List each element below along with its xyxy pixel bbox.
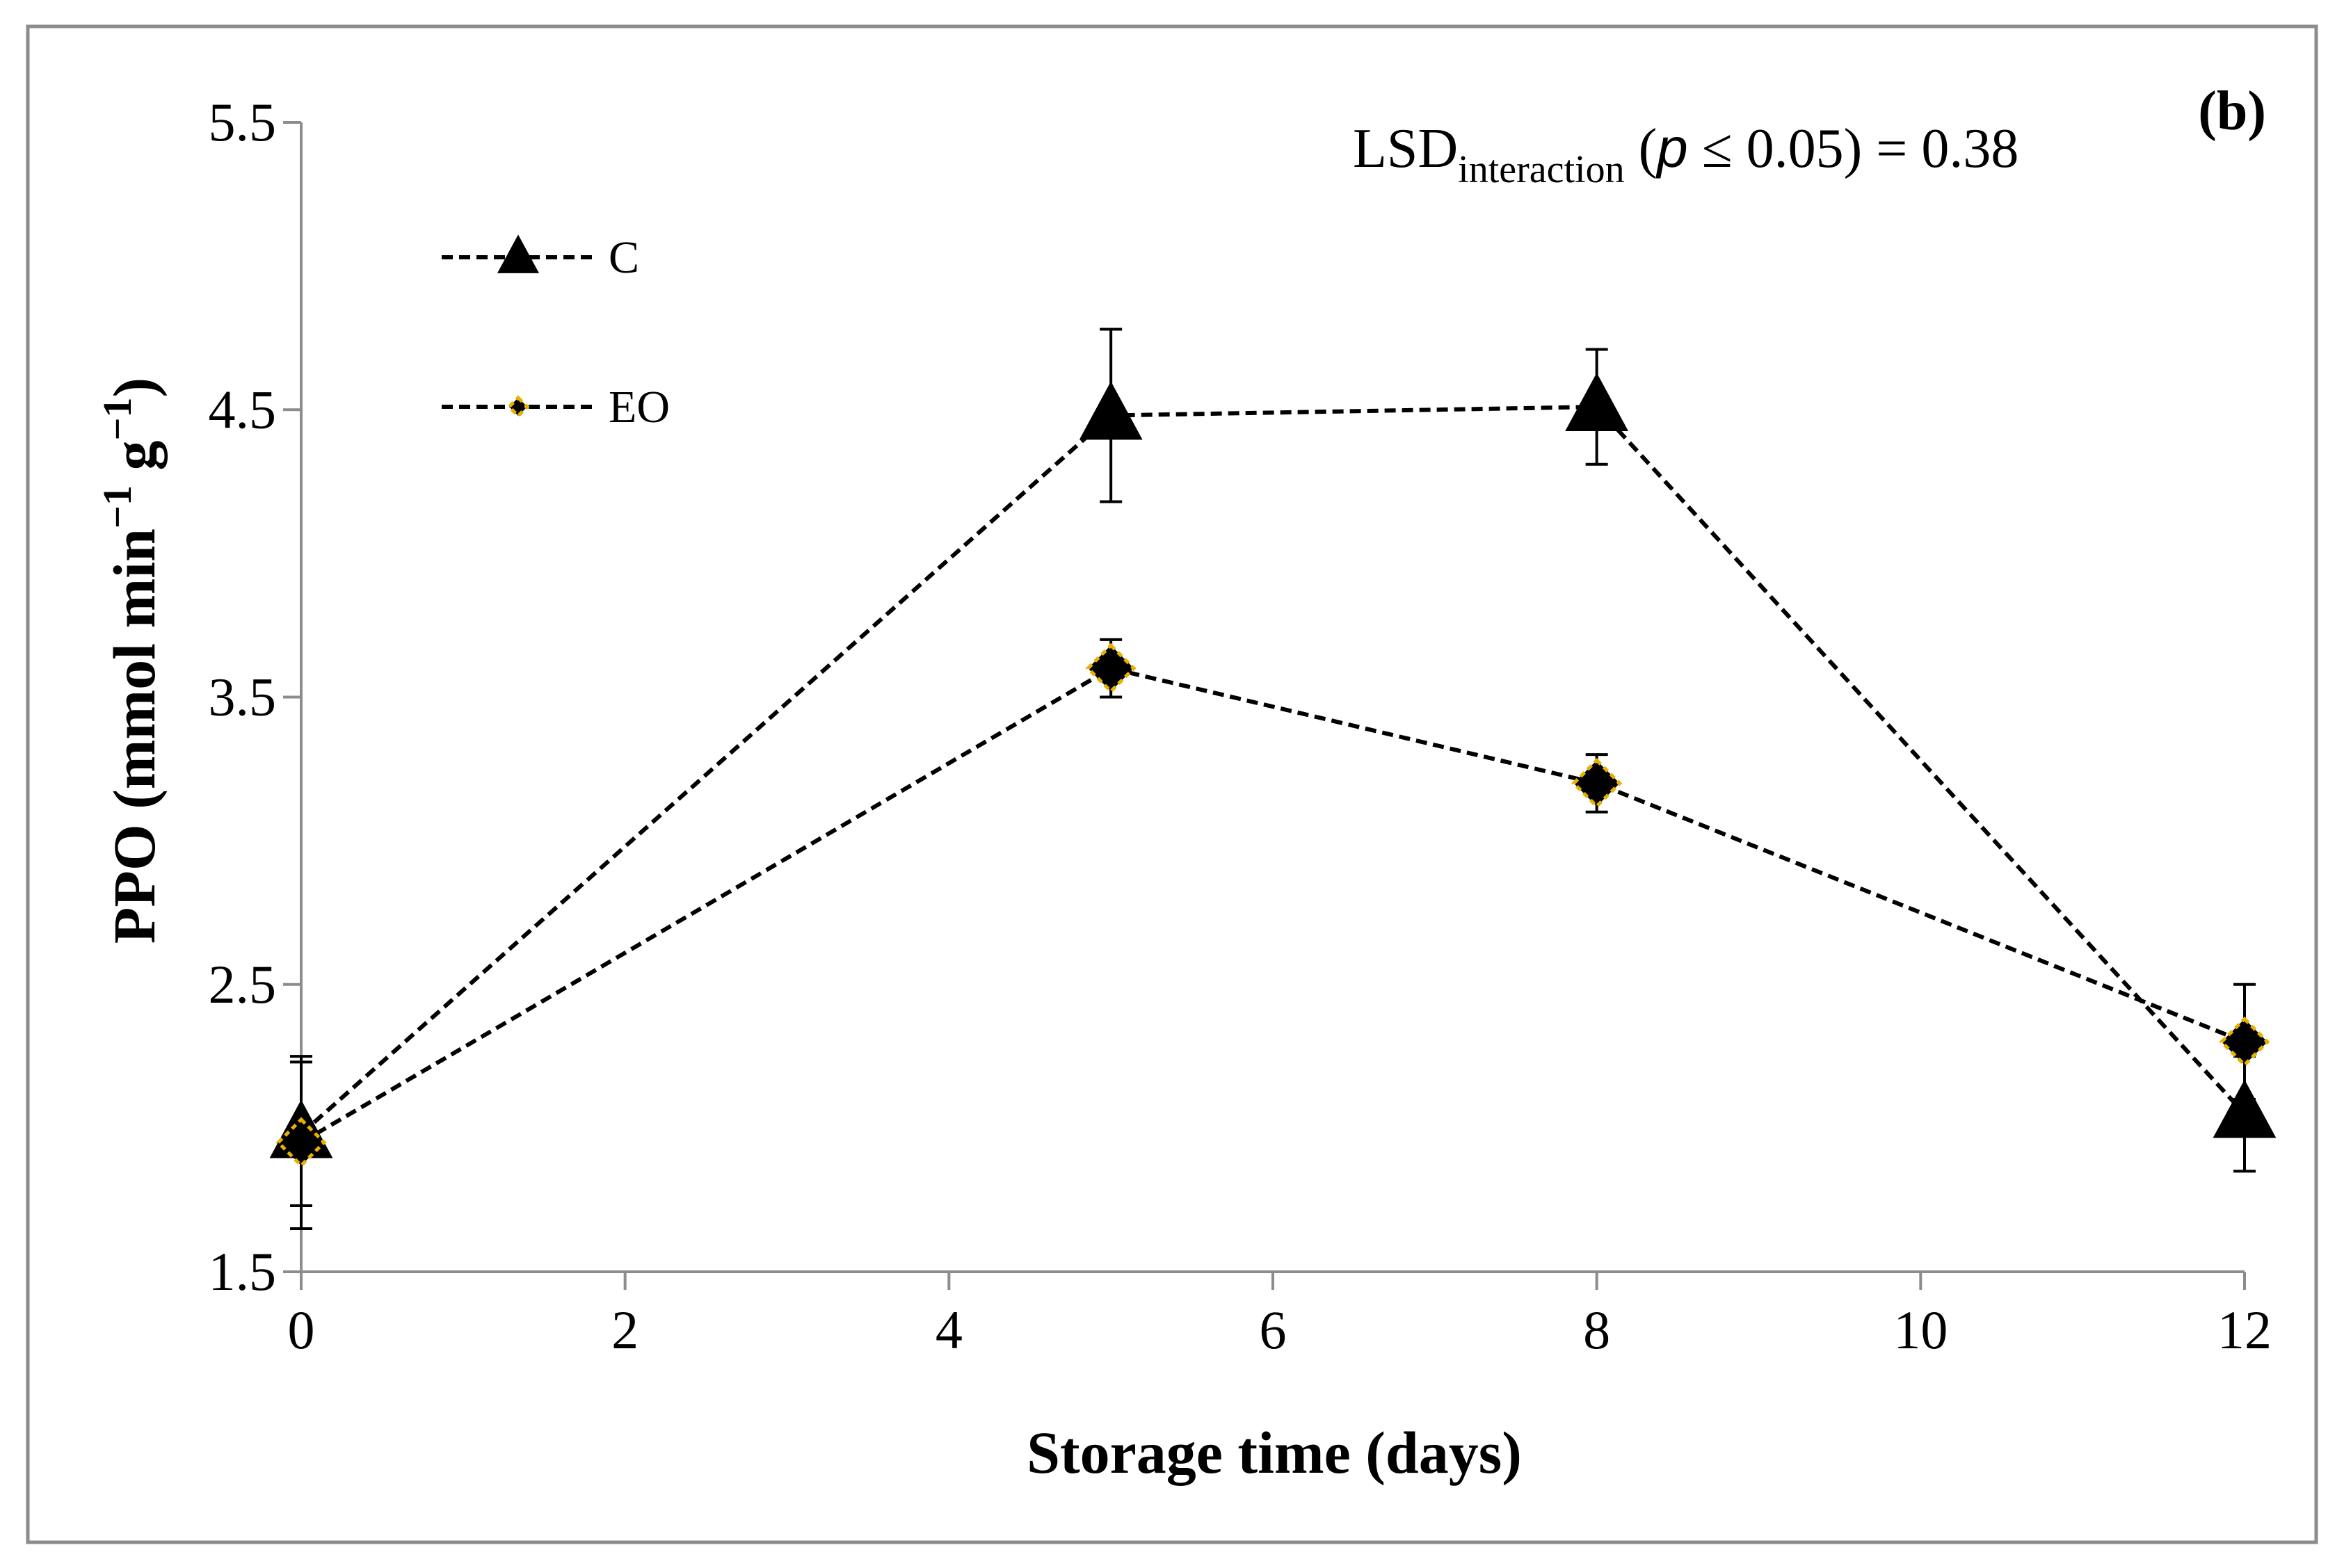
y-title-sup2: −1 bbox=[95, 397, 140, 440]
axes: 1.5 2.5 3.5 4.5 5.5 0 2 4 6 8 10 12 bbox=[209, 92, 2272, 1360]
x-tick-label: 10 bbox=[1893, 1300, 1948, 1360]
x-tick-label: 12 bbox=[2217, 1300, 2272, 1360]
y-title-sup1: −1 bbox=[95, 485, 140, 528]
series-line-eo bbox=[300, 665, 2246, 1145]
legend-marker bbox=[497, 234, 540, 273]
panel-label: (b) bbox=[2198, 81, 2266, 142]
data-point bbox=[1085, 642, 1137, 694]
y-title-end: ) bbox=[101, 378, 168, 398]
lsd-condition: ≤ 0.05) = 0.38 bbox=[1688, 118, 2019, 179]
y-tick-label: 2.5 bbox=[209, 954, 277, 1015]
lsd-open: ( bbox=[1625, 118, 1657, 179]
y-tick-label: 3.5 bbox=[209, 667, 277, 727]
x-tick-label: 0 bbox=[288, 1300, 315, 1360]
legend-label: EO bbox=[609, 382, 670, 433]
y-tick-label: 4.5 bbox=[209, 379, 277, 439]
x-tick-label: 4 bbox=[936, 1300, 963, 1360]
x-tick-label: 8 bbox=[1583, 1300, 1610, 1360]
data-point bbox=[1571, 757, 1623, 809]
data-point bbox=[1079, 381, 1143, 440]
chart-border bbox=[26, 24, 2318, 1544]
data-point bbox=[2213, 1079, 2277, 1138]
legend-item-c: C bbox=[442, 232, 639, 283]
lsd-subscript: interaction bbox=[1458, 148, 1624, 191]
y-tick-label: 5.5 bbox=[209, 92, 277, 152]
x-tick-label: 6 bbox=[1260, 1300, 1287, 1360]
data-point bbox=[2219, 1016, 2270, 1067]
data-point bbox=[1565, 373, 1629, 431]
y-title-mid: g bbox=[101, 441, 168, 486]
legend: C EO bbox=[442, 232, 670, 433]
series-line-c bbox=[300, 405, 2247, 1135]
legend-marker bbox=[506, 395, 530, 419]
y-title-main: PPO (mmol min bbox=[101, 528, 168, 944]
lsd-annotation: LSDinteraction (p ≤ 0.05) = 0.38 bbox=[1353, 117, 2018, 191]
series-eo bbox=[275, 638, 2270, 1231]
x-axis-title: Storage time (days) bbox=[1027, 1419, 1522, 1486]
lsd-prefix: LSD bbox=[1353, 118, 1458, 179]
y-tick-label: 1.5 bbox=[209, 1241, 277, 1302]
x-tick-label: 2 bbox=[611, 1300, 639, 1360]
legend-item-eo: EO bbox=[442, 382, 670, 433]
data-point bbox=[275, 1117, 327, 1168]
y-axis-title: PPO (mmol min−1 g−1) bbox=[95, 378, 168, 944]
series-layer bbox=[269, 328, 2277, 1231]
lsd-p: p bbox=[1655, 117, 1688, 179]
legend-label: C bbox=[609, 232, 639, 283]
